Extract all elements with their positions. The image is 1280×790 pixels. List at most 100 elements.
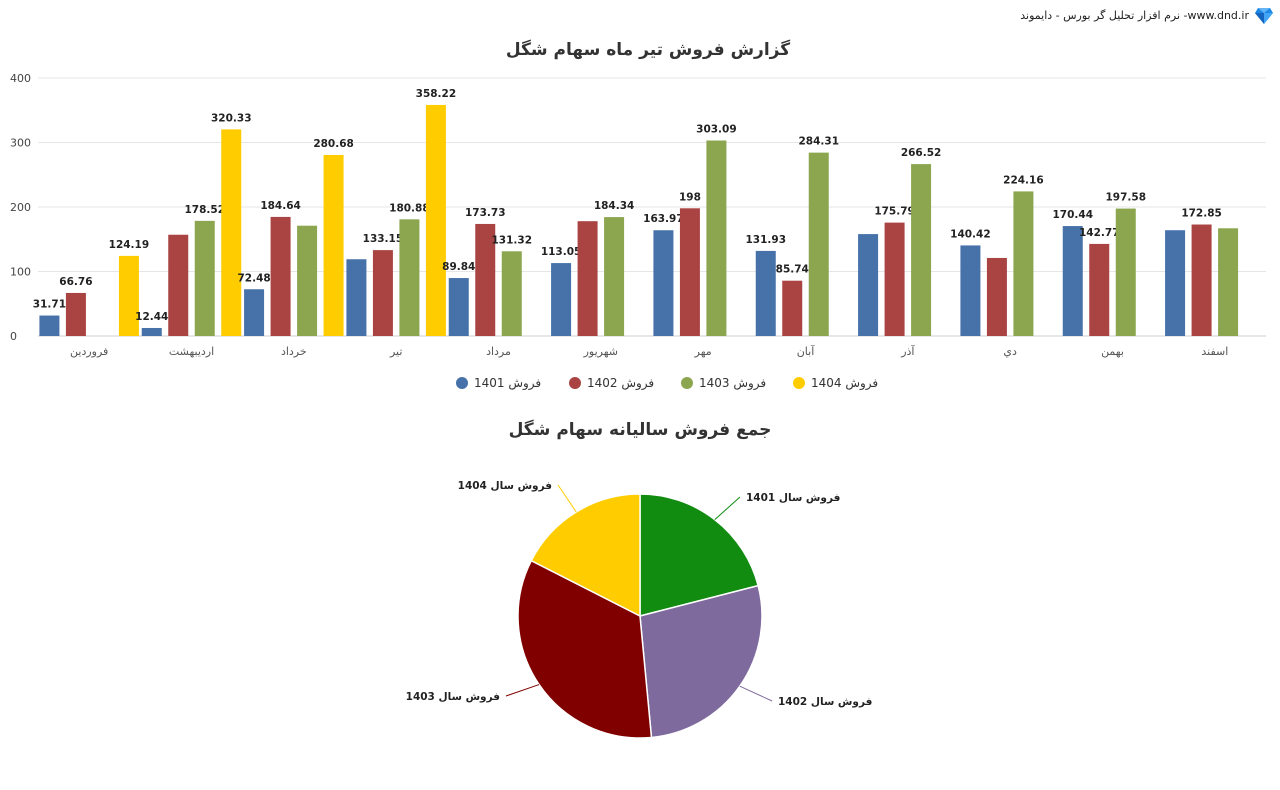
data-label: 72.48 [237, 272, 270, 284]
data-label: 163.97 [643, 213, 684, 225]
bar [706, 140, 727, 336]
data-label: 280.68 [313, 138, 354, 150]
bar [577, 221, 598, 336]
brand-header: نرم افزار تحلیل گر بورس - دایموند -www.d… [1020, 4, 1274, 26]
y-tick-label: 0 [10, 330, 17, 343]
legend-marker [681, 377, 693, 389]
category-label: اسفند [1201, 345, 1228, 358]
bar [346, 259, 367, 336]
data-label: 133.15 [363, 233, 404, 245]
y-tick-label: 400 [10, 72, 31, 85]
data-label: 66.76 [59, 276, 92, 288]
data-label: 184.64 [260, 200, 301, 212]
data-label: 85.74 [776, 264, 809, 276]
pie-chart: جمع فروش سالیانه سهام شگل فروش سال 1401 فر… [406, 419, 872, 739]
category-label: خرداد [281, 345, 307, 358]
bar [65, 292, 86, 336]
data-label: 124.19 [109, 239, 150, 251]
data-label: 180.88 [389, 202, 430, 214]
data-label: 131.93 [745, 234, 786, 246]
data-label: 12.44 [135, 311, 168, 323]
bar [244, 289, 265, 336]
data-label: 178.52 [184, 204, 225, 216]
bar [141, 327, 162, 336]
data-label: 113.05 [541, 246, 582, 258]
data-label: 224.16 [1003, 174, 1044, 186]
data-label: 173.73 [465, 207, 506, 219]
leader-line [557, 484, 577, 513]
bar [221, 129, 242, 336]
bar [501, 251, 522, 336]
brand-text: نرم افزار تحلیل گر بورس - دایموند -www.d… [1020, 8, 1249, 22]
category-label: دي [1003, 345, 1017, 358]
bar [884, 222, 905, 336]
category-label: اردیبهشت [169, 345, 214, 358]
bar [425, 104, 446, 337]
pie-title: جمع فروش سالیانه سهام شگل [509, 419, 772, 440]
legend-label: فروش 1404 [811, 376, 878, 391]
bar-chart: گزارش فروش تیر ماه سهام شگل 0 100 200 300 400… [10, 39, 1266, 391]
bar [679, 208, 700, 336]
legend-marker [456, 377, 468, 389]
bar [1165, 230, 1186, 336]
bar [297, 225, 318, 336]
pie-slice [530, 493, 641, 618]
leader-line [739, 685, 773, 702]
slice-label: فروش سال 1401 [746, 492, 840, 504]
data-label: 175.79 [874, 206, 915, 218]
data-label: 142.77 [1079, 227, 1120, 239]
slice-label: فروش سال 1403 [406, 691, 500, 703]
category-label: آذر [900, 344, 915, 358]
chart-title: گزارش فروش تیر ماه سهام شگل [506, 39, 790, 60]
category-label: آبان [797, 344, 815, 358]
data-label: 140.42 [950, 228, 991, 240]
bar [399, 219, 420, 336]
bar [39, 315, 60, 336]
legend-label: فروش 1401 [474, 376, 541, 391]
legend-label: فروش 1403 [699, 376, 766, 391]
category-label: بهمن [1101, 345, 1124, 358]
bar [858, 234, 879, 336]
data-label: 266.52 [901, 147, 942, 159]
slice-label: فروش سال 1404 [458, 480, 552, 492]
bar [1115, 208, 1136, 336]
data-label: 170.44 [1052, 209, 1093, 221]
data-label: 303.09 [696, 124, 737, 136]
bar [782, 280, 803, 336]
pie-slice [639, 584, 763, 739]
bar [911, 164, 932, 336]
data-label: 197.58 [1105, 192, 1146, 204]
bar [808, 152, 829, 336]
y-tick-label: 200 [10, 201, 31, 214]
bar [1062, 226, 1083, 336]
y-tick-label: 100 [10, 266, 31, 279]
y-tick-label: 300 [10, 137, 31, 150]
category-label: فروردین [70, 345, 108, 358]
data-label: 89.84 [442, 261, 475, 273]
bar [475, 223, 496, 336]
slice-label: فروش سال 1402 [778, 696, 872, 708]
pie-slice [639, 493, 760, 617]
bar [168, 234, 189, 336]
bar [960, 245, 981, 336]
category-label: مهر [694, 345, 712, 358]
diamond-icon [1255, 8, 1273, 24]
legend-label: فروش 1402 [587, 376, 654, 391]
data-label: 31.71 [33, 299, 66, 311]
bar [1191, 224, 1212, 336]
legend-marker [793, 377, 805, 389]
data-label: 320.33 [211, 112, 252, 124]
data-label: 184.34 [594, 200, 635, 212]
bar [323, 154, 344, 336]
category-label: تیر [389, 345, 402, 358]
bar [1218, 228, 1239, 336]
bar [653, 230, 674, 336]
data-label: 284.31 [798, 136, 839, 148]
data-label: 131.32 [491, 234, 532, 246]
bar [372, 250, 393, 336]
data-label: 172.85 [1181, 208, 1222, 220]
bar [1089, 243, 1110, 336]
category-label: مرداد [486, 345, 511, 358]
data-label: 358.22 [416, 88, 457, 100]
bar [118, 255, 139, 336]
